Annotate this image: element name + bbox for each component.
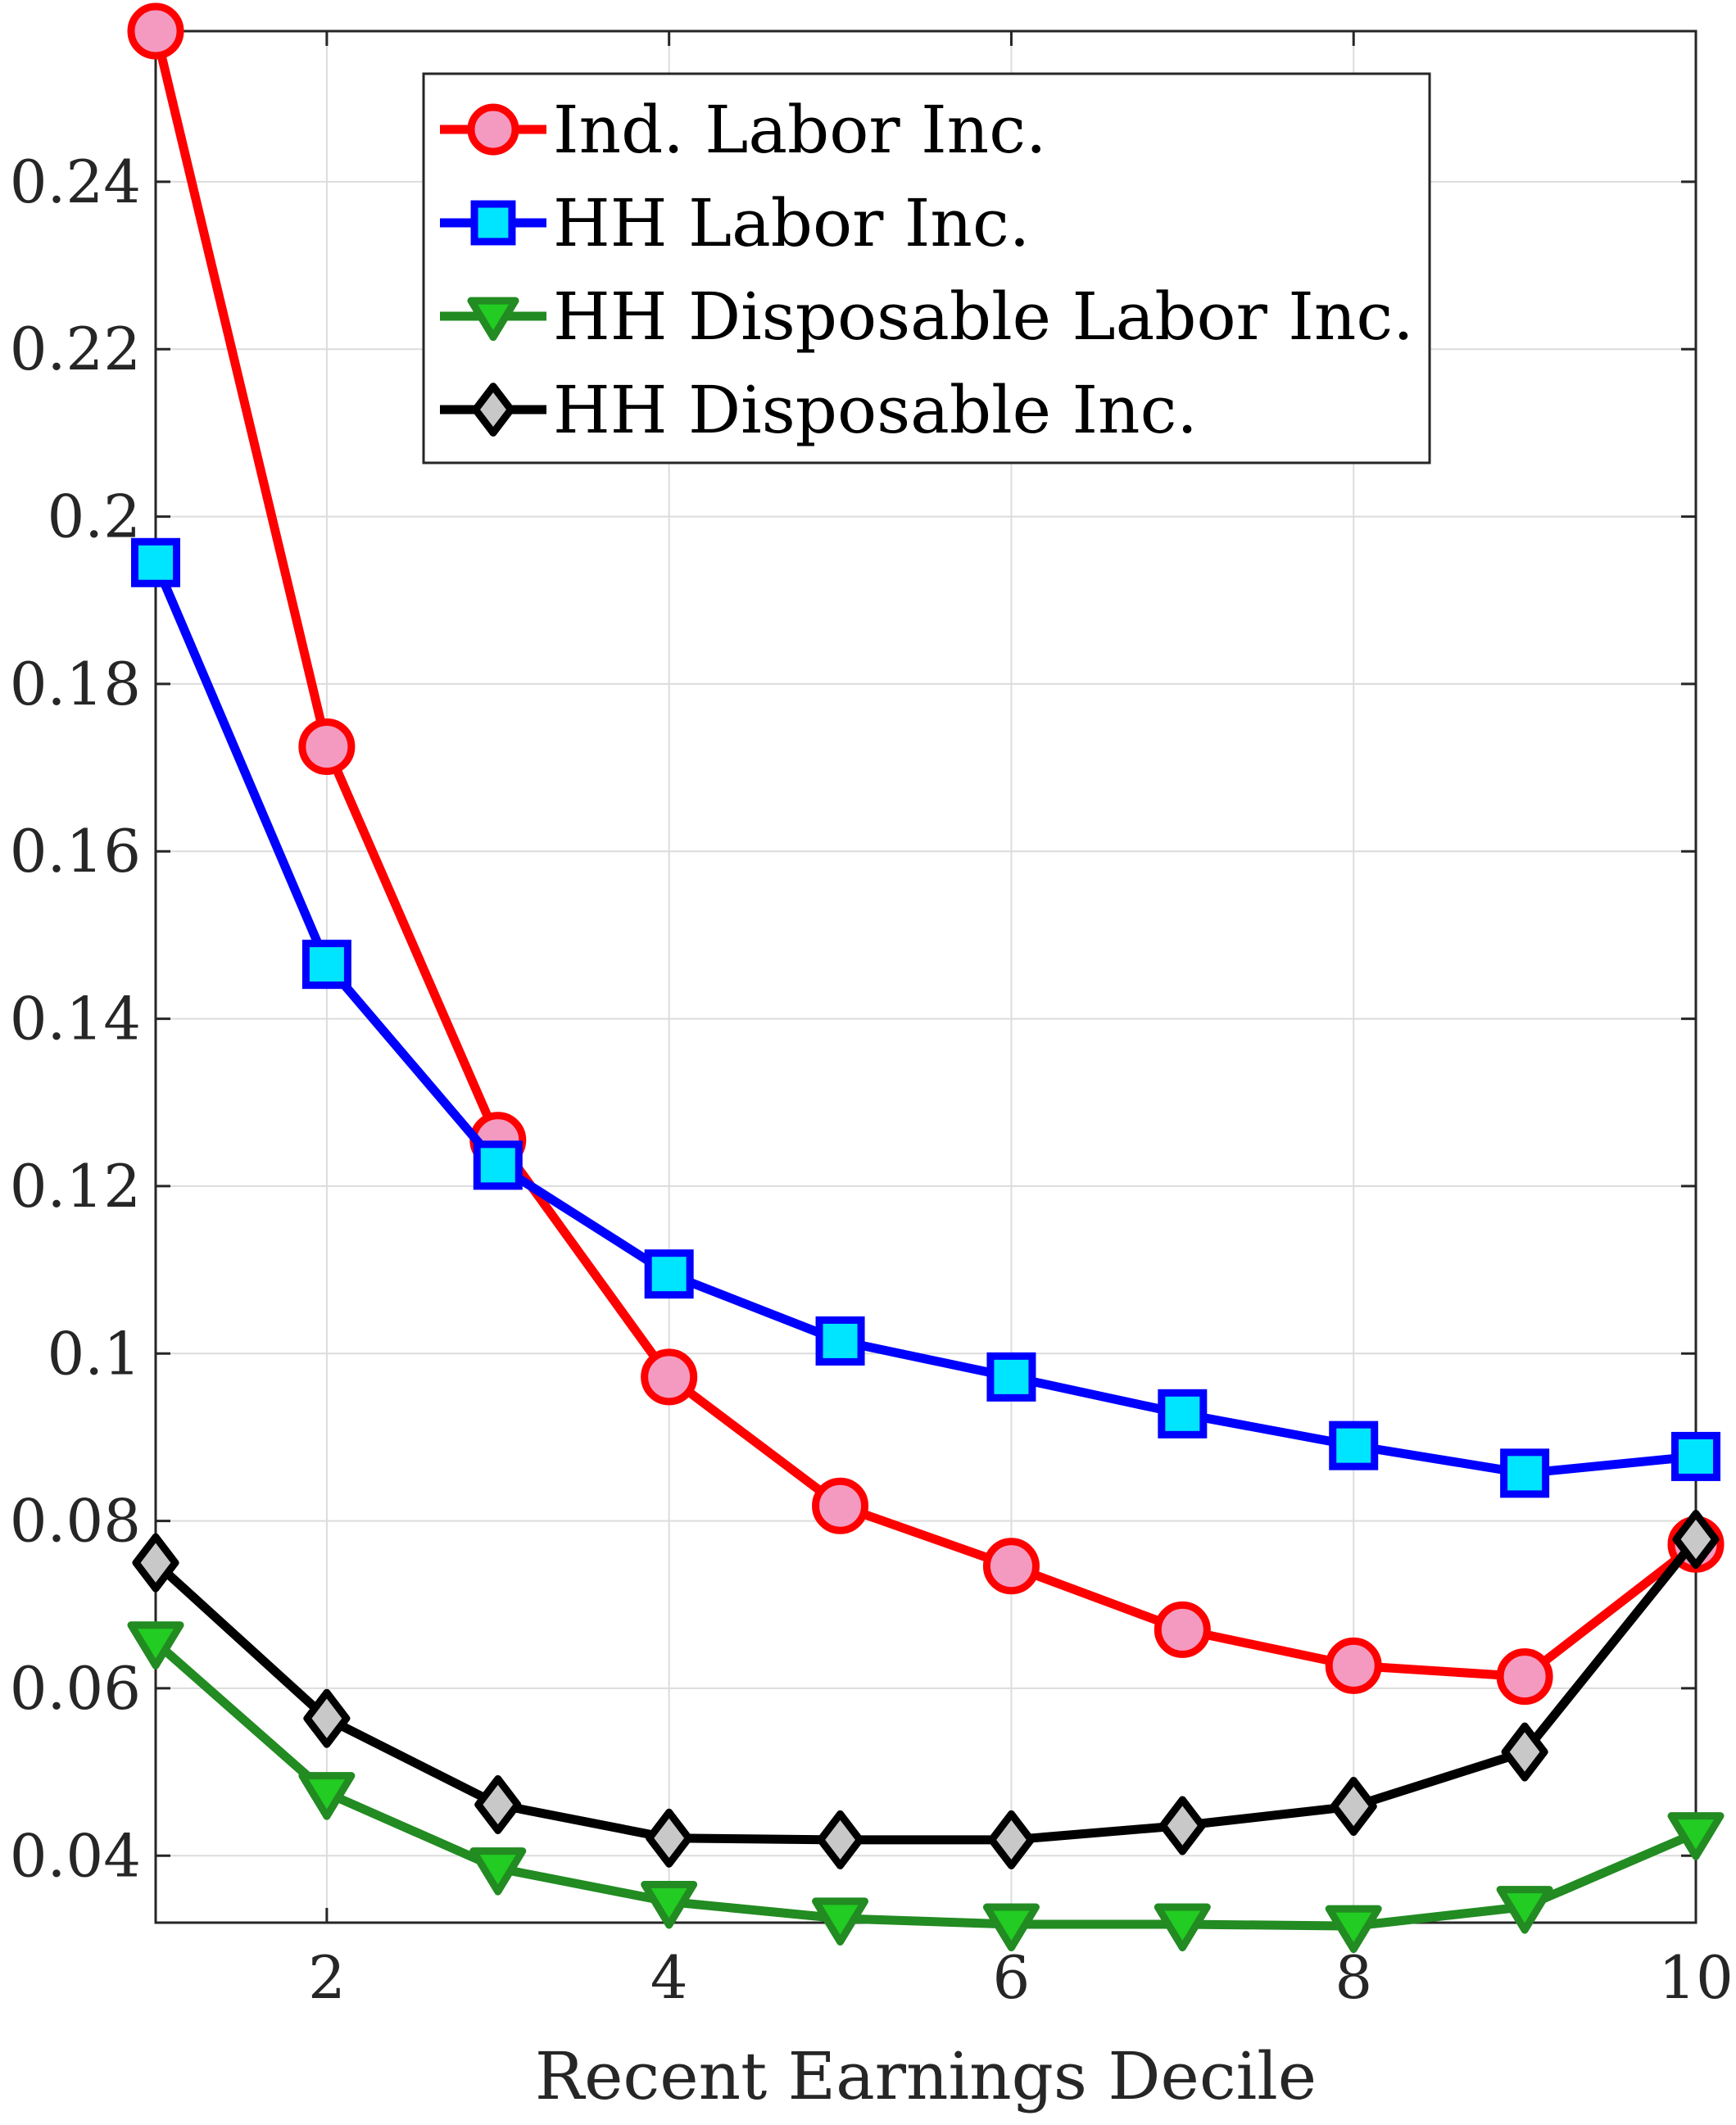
legend-swatch-marker xyxy=(467,297,519,342)
data-point xyxy=(474,1774,522,1834)
x-tick-label: 4 xyxy=(650,1943,688,2012)
x-tick-label: 10 xyxy=(1658,1943,1734,2012)
series-line xyxy=(151,558,1701,1478)
y-tick-label: 0.12 xyxy=(10,1152,141,1221)
legend-entry: Ind. Labor Inc. xyxy=(440,92,1046,168)
data-point xyxy=(1329,1420,1379,1470)
data-point xyxy=(982,1903,1040,1952)
legend-entry: HH Disposable Inc. xyxy=(440,372,1198,448)
y-tick-label: 0.1 xyxy=(47,1319,141,1388)
legend-swatch-marker xyxy=(467,103,519,156)
legend-swatch-marker xyxy=(471,383,515,437)
data-point xyxy=(303,1688,351,1748)
data-point xyxy=(1496,1886,1553,1934)
data-point xyxy=(815,1316,865,1366)
series-line xyxy=(151,1638,1701,1931)
y-tick-label: 0.06 xyxy=(10,1654,141,1723)
data-point xyxy=(127,1621,184,1670)
x-tick-label: 6 xyxy=(993,1943,1031,2012)
data-point xyxy=(986,1352,1036,1402)
data-point xyxy=(817,1810,864,1869)
data-point xyxy=(641,1880,698,1929)
y-tick-label: 0.22 xyxy=(10,315,141,383)
series-layer xyxy=(127,2,1725,1954)
data-point xyxy=(1501,1722,1548,1782)
data-point xyxy=(469,1847,527,1896)
data-point xyxy=(644,1249,694,1299)
data-point xyxy=(298,718,356,776)
data-point xyxy=(473,1140,523,1190)
data-point xyxy=(641,1348,698,1406)
data-point xyxy=(301,940,351,990)
data-point xyxy=(1500,1448,1550,1498)
axis-ticks: 2 4 6 8 10 0.04 0.06 0.08 0.1 0.12 0.14 0.16 0.18 0.2… xyxy=(10,31,1734,2012)
series-line xyxy=(151,1534,1701,1845)
data-point xyxy=(1154,1601,1211,1658)
y-tick-label: 0.18 xyxy=(10,650,141,718)
x-tick-label: 2 xyxy=(308,1943,346,2012)
data-point xyxy=(1158,1796,1206,1855)
data-point xyxy=(132,1533,179,1593)
data-point xyxy=(1154,1903,1211,1952)
y-tick-label: 0.16 xyxy=(10,817,141,886)
y-tick-label: 0.04 xyxy=(10,1821,141,1890)
legend-label: HH Labor Inc. xyxy=(553,185,1030,261)
data-point xyxy=(298,1772,356,1820)
y-tick-label: 0.14 xyxy=(10,985,141,1053)
data-point xyxy=(1158,1389,1208,1439)
y-tick-label: 0.24 xyxy=(10,147,141,216)
legend-entry: HH Disposable Labor Inc. xyxy=(440,279,1414,355)
series-4 xyxy=(132,1510,1720,1869)
data-point xyxy=(982,1538,1040,1595)
data-point xyxy=(812,1897,869,1946)
data-point xyxy=(646,1808,693,1868)
data-point xyxy=(1496,1648,1553,1706)
legend-label: Ind. Labor Inc. xyxy=(553,92,1046,168)
data-point xyxy=(812,1477,869,1534)
y-tick-label: 0.08 xyxy=(10,1487,141,1556)
x-axis-label: Recent Earnings Decile xyxy=(535,2038,1317,2114)
data-point xyxy=(1671,1431,1720,1481)
legend-box xyxy=(422,72,1431,464)
series-2 xyxy=(131,537,1720,1498)
legend: Ind. Labor Inc. HH Labor Inc. HH Disposabl… xyxy=(422,72,1431,464)
data-point xyxy=(1325,1905,1382,1954)
data-point xyxy=(127,2,184,60)
series-3 xyxy=(127,1621,1725,1954)
legend-entry: HH Labor Inc. xyxy=(440,185,1030,261)
legend-label: HH Disposable Labor Inc. xyxy=(553,279,1414,355)
data-point xyxy=(1325,1637,1382,1694)
y-tick-label: 0.2 xyxy=(47,483,141,551)
data-point xyxy=(1672,1510,1720,1570)
legend-label: HH Disposable Inc. xyxy=(553,372,1198,448)
data-point xyxy=(131,537,180,587)
data-point xyxy=(1330,1776,1377,1836)
series-line xyxy=(151,26,1701,1682)
data-point xyxy=(987,1810,1035,1869)
data-point xyxy=(1667,1812,1725,1860)
x-tick-label: 8 xyxy=(1335,1943,1372,2012)
legend-swatch-marker xyxy=(470,200,516,246)
